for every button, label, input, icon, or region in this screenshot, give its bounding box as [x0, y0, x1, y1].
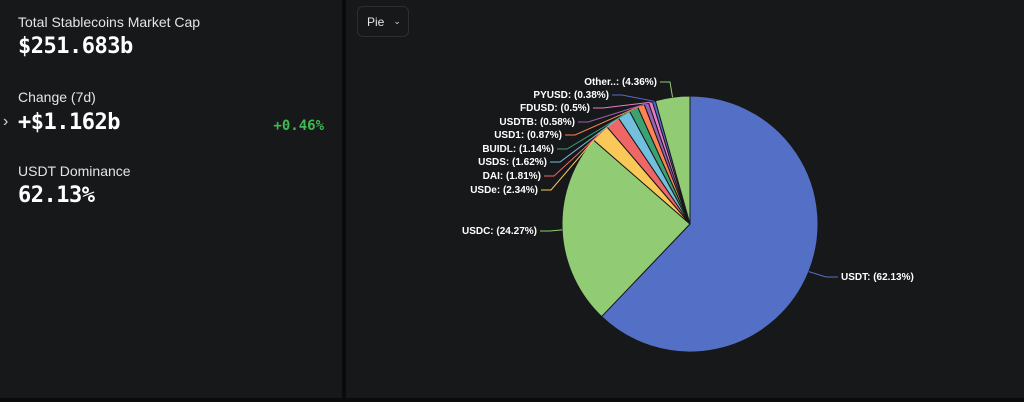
- pie-label: USDe: (2.34%): [470, 185, 538, 196]
- change-value: +$1.162b: [18, 110, 120, 135]
- pie-leader-line: [660, 81, 674, 98]
- pie-leader-line: [612, 94, 654, 102]
- chart-type-select[interactable]: Pie ⌄: [357, 6, 409, 37]
- pie-label: Other..: (4.36%): [584, 77, 657, 88]
- pie-slice-other[interactable]: [654, 95, 691, 225]
- dominance-value: 62.13%: [18, 183, 95, 208]
- pie-leader-line: [550, 114, 625, 163]
- pie-label: USD1: (0.87%): [494, 130, 562, 141]
- pie-leader-line: [557, 108, 634, 150]
- pie-leader-line: [593, 101, 651, 109]
- pie-leader-line: [808, 271, 838, 278]
- pie-label: DAI: (1.81%): [483, 171, 541, 182]
- change-label: Change (7d): [18, 89, 96, 105]
- pie-leader-line: [540, 229, 563, 232]
- pie-leader-line: [544, 121, 613, 177]
- market-cap-value: $251.683b: [18, 34, 133, 59]
- market-cap-label: Total Stablecoins Market Cap: [18, 14, 201, 30]
- pie-label: USDS: (1.62%): [478, 157, 547, 168]
- pie-leader-line: [565, 105, 642, 136]
- pie-chart: USDT: (62.13%) USDC: (24.27%) USDe: (2.34%…: [462, 77, 914, 353]
- pie-label: USDT: (62.13%): [841, 272, 914, 283]
- stats-panel: Total Stablecoins Market Cap $251.683b C…: [0, 0, 342, 398]
- pie-label: USDTB: (0.58%): [499, 117, 575, 128]
- pie-label: USDC: (24.27%): [462, 226, 537, 237]
- pie-label: PYUSD: (0.38%): [533, 90, 609, 101]
- pie-leader-line: [541, 132, 601, 191]
- pie-label: BUIDL: (1.14%): [482, 144, 554, 155]
- pie-slice-usdt[interactable]: [600, 95, 819, 353]
- pie-leader-line: [578, 103, 647, 123]
- chart-panel: Pie ⌄ USDT: (62.13%) USDC: (24.27%) USDe: …: [346, 0, 1024, 398]
- chevron-down-icon: ⌄: [393, 16, 401, 26]
- chevron-right-icon[interactable]: ›: [3, 113, 9, 130]
- pie-slice-usdc[interactable]: [561, 139, 691, 318]
- pie-label: FDUSD: (0.5%): [520, 103, 590, 114]
- chart-type-label: Pie: [367, 14, 385, 29]
- dominance-label: USDT Dominance: [18, 163, 131, 179]
- change-percent: +0.46%: [273, 118, 324, 134]
